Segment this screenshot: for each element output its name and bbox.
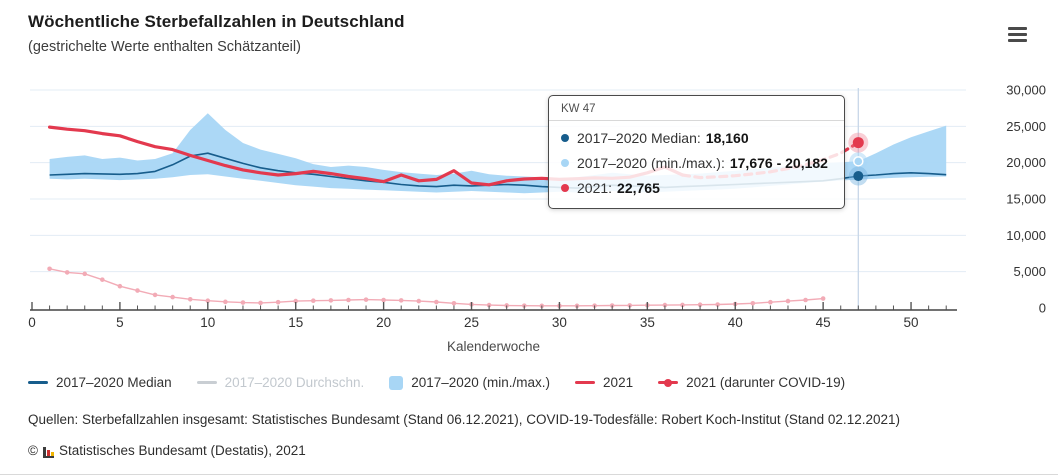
dot-icon <box>664 378 673 387</box>
tooltip-row-minmax: 2017–2020 (min./max.): 17,676 - 20,182 <box>561 150 832 175</box>
tooltip-value: 18,160 <box>705 129 749 146</box>
tooltip-value: 17,676 - 20,182 <box>729 154 828 171</box>
minmax-dot-icon <box>561 158 569 167</box>
x-axis-title: Kalenderwoche <box>446 339 541 354</box>
legend-item-covid[interactable]: 2021 (darunter COVID-19) <box>658 375 845 390</box>
hamburger-icon <box>1007 39 1027 42</box>
svg-text:0: 0 <box>1039 301 1046 316</box>
svg-text:35: 35 <box>640 315 655 330</box>
legend-item-median[interactable]: 2017–2020 Median <box>28 375 172 390</box>
legend-label: 2021 <box>603 375 634 390</box>
tooltip-week-label: KW 47 <box>561 103 596 115</box>
svg-text:5: 5 <box>116 315 124 330</box>
svg-text:25: 25 <box>464 315 479 330</box>
legend-label: 2021 (darunter COVID-19) <box>686 375 846 390</box>
tooltip-row-median: 2017–2020 Median: 18,160 <box>561 125 832 150</box>
menu-button[interactable] <box>1006 26 1028 46</box>
svg-text:40: 40 <box>728 315 743 330</box>
chart-subtitle: (gestrichelte Werte enthalten Schätzante… <box>28 39 301 55</box>
legend-label: 2017–2020 Durchschn. <box>224 375 365 390</box>
svg-text:5,000: 5,000 <box>1013 264 1046 279</box>
sources-text: Quellen: Sterbefallzahlen insgesamt: Sta… <box>28 412 900 427</box>
tooltip-label: 2017–2020 Median: <box>577 129 701 146</box>
copyright-row: © Statistisches Bundesamt (Destatis), 20… <box>28 443 306 458</box>
svg-text:30: 30 <box>552 315 567 330</box>
line-swatch-icon <box>28 381 48 384</box>
tooltip-row-2021: 2021: 22,765 <box>561 175 832 200</box>
legend-item-2021[interactable]: 2021 <box>575 375 633 390</box>
svg-text:45: 45 <box>816 315 831 330</box>
legend-item-average[interactable]: 2017–2020 Durchschn. <box>196 375 365 390</box>
destatis-bars-icon <box>42 444 54 458</box>
tooltip-divider <box>549 120 844 121</box>
hamburger-icon <box>1007 27 1027 30</box>
svg-text:20: 20 <box>376 315 391 330</box>
line-swatch-icon <box>196 381 217 384</box>
svg-text:10,000: 10,000 <box>1006 228 1046 243</box>
square-swatch-icon <box>389 375 404 390</box>
legend-item-minmax[interactable]: 2017–2020 (min./max.) <box>389 375 550 390</box>
svg-text:10: 10 <box>200 315 215 330</box>
chart-header: Wöchentliche Sterbefallzahlen in Deutsch… <box>28 12 405 55</box>
chart-tooltip: KW 47 2017–2020 Median: 18,160 2017–2020… <box>548 95 845 209</box>
tooltip-label: 2017–2020 (min./max.): <box>577 154 725 171</box>
copyright-text: Statistisches Bundesamt (Destatis), 2021 <box>58 443 306 458</box>
median-dot-icon <box>561 133 569 142</box>
page-title: Wöchentliche Sterbefallzahlen in Deutsch… <box>28 12 405 31</box>
year2021-dot-icon <box>561 183 569 192</box>
svg-text:25,000: 25,000 <box>1006 119 1046 134</box>
svg-text:15,000: 15,000 <box>1006 192 1046 207</box>
svg-text:50: 50 <box>904 315 919 330</box>
svg-text:30,000: 30,000 <box>1006 83 1046 98</box>
hamburger-icon <box>1007 33 1027 36</box>
copyright-symbol: © <box>28 443 38 458</box>
chart-legend: 2017–2020 Median 2017–2020 Durchschn. 20… <box>28 375 845 390</box>
legend-label: 2017–2020 Median <box>56 375 172 390</box>
svg-text:0: 0 <box>28 315 36 330</box>
svg-text:20,000: 20,000 <box>1006 155 1046 170</box>
line-swatch-icon <box>575 381 596 384</box>
svg-text:15: 15 <box>288 315 303 330</box>
line-dot-swatch-icon <box>658 378 679 387</box>
tooltip-label: 2021: <box>577 179 613 196</box>
legend-label: 2017–2020 (min./max.) <box>411 375 551 390</box>
tooltip-value: 22,765 <box>617 179 660 196</box>
